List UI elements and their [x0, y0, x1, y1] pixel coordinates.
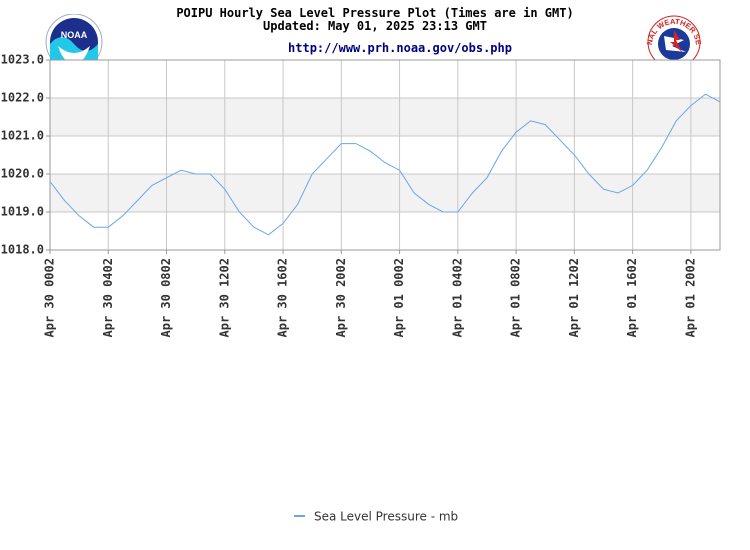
x-tick-label: Apr 30 0802 [159, 258, 173, 337]
y-tick-label: 1018.0 [1, 243, 44, 257]
plot-bands [50, 98, 720, 212]
x-tick-label: Apr 01 1602 [625, 258, 639, 337]
x-tick-label: Apr 30 0002 [43, 258, 57, 337]
y-tick-label: 1023.0 [1, 53, 44, 67]
plot-area: 1023.0 1022.0 1021.0 1020.0 1019.0 1018.0 Apr… [1, 53, 721, 337]
legend-label: Sea Level Pressure - mb [314, 510, 458, 524]
y-tick-label: 1020.0 [1, 167, 44, 181]
x-axis: Apr 30 0002 Apr 30 0402 Apr 30 0802 Apr 30 … [43, 250, 697, 337]
chart-title: POIPU Hourly Sea Level Pressure Plot (Ti… [176, 6, 573, 20]
y-axis: 1023.0 1022.0 1021.0 1020.0 1019.0 1018.0 [1, 53, 50, 257]
x-tick-label: Apr 01 0002 [392, 258, 406, 337]
plot-frame [49, 59, 721, 251]
grid-lines [49, 59, 720, 251]
y-tick-label: 1019.0 [1, 205, 44, 219]
updated-timestamp: Updated: May 01, 2025 23:13 GMT [263, 19, 487, 33]
noaa-logo-icon: NOAA [45, 14, 103, 60]
x-tick-label: Apr 01 1202 [567, 258, 581, 337]
obs-url-link[interactable]: http://www.prh.noaa.gov/obs.php [288, 41, 512, 55]
series-line-sea-level-pressure [49, 93, 721, 236]
legend: Sea Level Pressure - mb [294, 510, 458, 524]
noaa-logo-text: NOAA [61, 30, 88, 40]
x-tick-label: Apr 01 2002 [683, 258, 697, 337]
y-tick-label: 1022.0 [1, 91, 44, 105]
x-tick-label: Apr 30 1602 [276, 258, 290, 337]
plot-band [50, 174, 720, 212]
x-tick-label: Apr 01 0802 [509, 258, 523, 337]
y-tick-label: 1021.0 [1, 129, 44, 143]
x-tick-label: Apr 30 1202 [217, 258, 231, 337]
x-tick-label: Apr 01 0402 [450, 258, 464, 337]
x-tick-label: Apr 30 2002 [334, 258, 348, 337]
plot-band [50, 98, 720, 136]
x-tick-label: Apr 30 0402 [101, 258, 115, 337]
